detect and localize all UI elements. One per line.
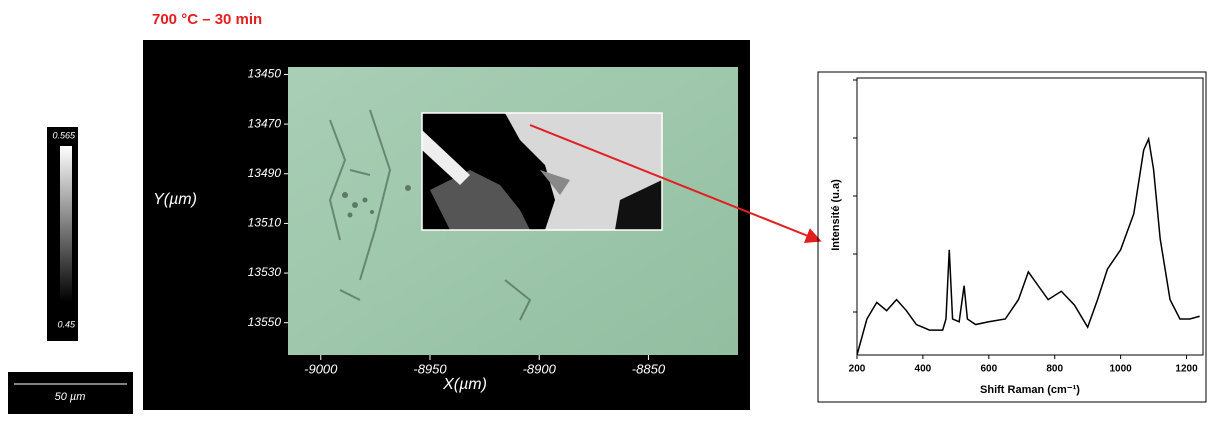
x-tick-label: 400	[915, 364, 932, 375]
map-y-tick-label: 13490	[248, 166, 282, 180]
colorbar-max: 0.565	[52, 130, 76, 140]
x-tick-label: 1000	[1109, 364, 1132, 375]
map-y-tick-label: 13550	[248, 315, 282, 329]
map-y-tick-label: 13510	[248, 216, 282, 230]
map-x-tick-label: -8950	[413, 361, 447, 376]
map-x-tick-label: -8900	[523, 361, 557, 376]
map-x-tick-label: -9000	[304, 361, 338, 376]
micrograph-texture	[328, 109, 532, 321]
map-y-tick-label: 13530	[248, 265, 282, 279]
spectrum-line	[856, 136, 1200, 356]
map-y-label: Y(µm)	[153, 191, 197, 208]
map-x-label: X(µm)	[442, 376, 487, 393]
colorbar	[60, 146, 72, 302]
raman-map	[421, 112, 663, 231]
map-x-tick-label: -8850	[632, 361, 666, 376]
y-axis-label: Intensité (u.a)	[830, 179, 842, 251]
map-y-tick-label: 13470	[248, 116, 282, 130]
arrow	[529, 124, 822, 243]
map-y-tick-label: 13450	[248, 67, 282, 81]
x-tick-label: 1200	[1175, 364, 1198, 375]
scale-bar-label: 50 µm	[55, 391, 86, 403]
y-tick-marks	[853, 79, 857, 313]
x-tick-label: 800	[1046, 364, 1063, 375]
colorbar-min: 0.45	[57, 319, 76, 329]
micrograph-pits	[342, 185, 411, 218]
plot-area	[856, 77, 1204, 356]
x-tick-label: 600	[980, 364, 997, 375]
chart-frame	[817, 71, 1207, 403]
x-axis-label: Shift Raman (cm⁻¹)	[980, 384, 1080, 396]
figure-title: 700 °C – 30 min	[152, 11, 262, 28]
x-tick-label: 200	[849, 364, 866, 375]
scale-bar-box	[8, 372, 133, 414]
